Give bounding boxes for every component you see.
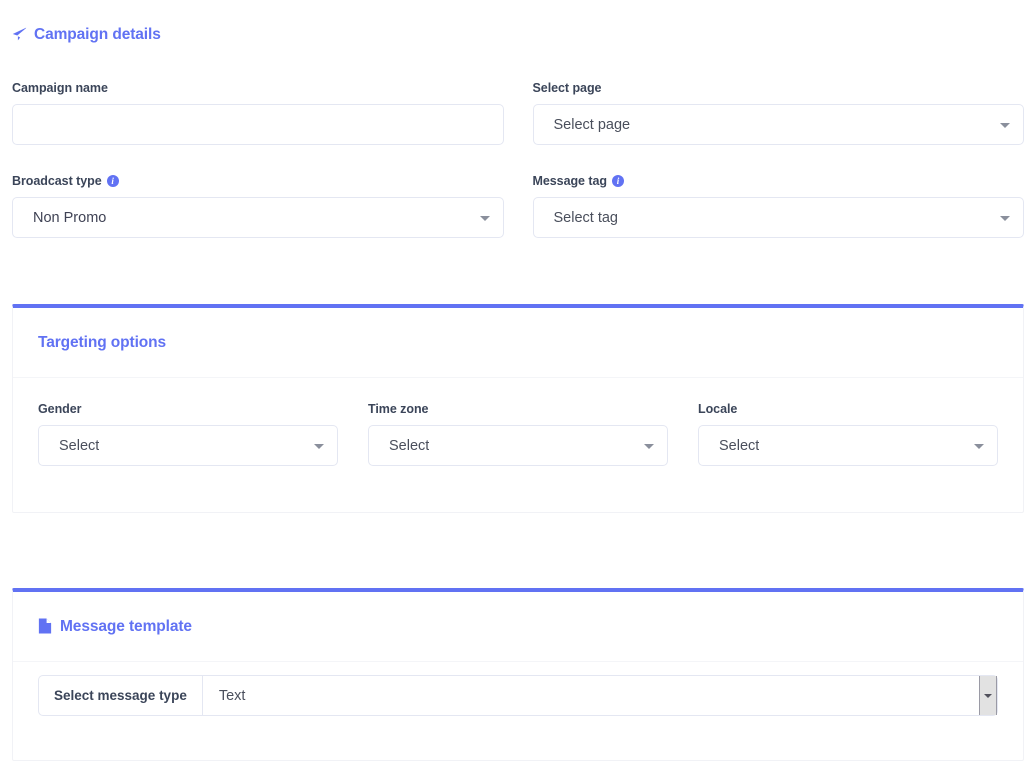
field-message-tag: Message tag i Select tag	[532, 145, 1025, 238]
campaign-name-label: Campaign name	[12, 81, 504, 95]
message-template-title: Message template	[60, 617, 192, 635]
gender-dropdown[interactable]: Select	[38, 425, 338, 466]
locale-dropdown[interactable]: Select	[698, 425, 998, 466]
select-page-dropdown[interactable]: Select page	[532, 104, 1024, 145]
locale-label-text: Locale	[698, 402, 738, 416]
time-zone-dropdown[interactable]: Select	[368, 425, 668, 466]
campaign-name-label-text: Campaign name	[12, 81, 108, 95]
field-time-zone: Time zone Select	[368, 402, 668, 466]
field-campaign-name: Campaign name	[12, 52, 504, 145]
message-tag-dropdown[interactable]: Select tag	[532, 197, 1024, 238]
select-page-label-text: Select page	[532, 81, 602, 95]
message-type-input-group: Select message type Text	[38, 675, 998, 716]
message-template-section: Message template Select message type Tex…	[12, 588, 1024, 761]
message-template-header: Message template	[13, 592, 1023, 662]
info-circle-icon[interactable]: i	[611, 175, 624, 187]
campaign-details-title: Campaign details	[34, 25, 161, 43]
gender-label-text: Gender	[38, 402, 82, 416]
message-tag-label-text: Message tag	[532, 174, 608, 188]
locale-value: Select	[719, 437, 760, 454]
targeting-options-body: Gender Select Time zone Select	[13, 378, 1023, 466]
chevron-down-icon	[644, 443, 654, 449]
broadcast-type-label-text: Broadcast type	[12, 174, 102, 188]
document-icon	[38, 618, 53, 635]
chevron-down-icon	[314, 443, 324, 449]
broadcast-type-value: Non Promo	[33, 209, 107, 226]
send-icon	[12, 27, 27, 42]
field-row-2: Broadcast type i Non Promo Message tag i…	[12, 145, 1024, 238]
message-tag-label: Message tag i	[533, 174, 1025, 188]
field-broadcast-type: Broadcast type i Non Promo	[12, 145, 504, 238]
select-page-label: Select page	[533, 81, 1025, 95]
campaign-name-input[interactable]	[12, 104, 504, 145]
time-zone-value: Select	[389, 437, 430, 454]
gender-value: Select	[59, 437, 100, 454]
campaign-details-header: Campaign details	[0, 0, 1036, 52]
chevron-down-icon	[974, 443, 984, 449]
chevron-down-icon	[479, 215, 490, 221]
targeting-fields-row: Gender Select Time zone Select	[38, 402, 998, 466]
field-gender: Gender Select	[38, 402, 338, 466]
info-circle-icon[interactable]: i	[106, 175, 119, 187]
targeting-options-title: Targeting options	[38, 333, 167, 351]
field-select-page: Select page Select page	[532, 52, 1025, 145]
targeting-options-section: Targeting options Gender Select Time zon…	[12, 304, 1024, 513]
broadcast-type-dropdown[interactable]: Non Promo	[12, 197, 504, 238]
gender-label: Gender	[38, 402, 338, 416]
broadcast-type-label: Broadcast type i	[12, 174, 504, 188]
field-locale: Locale Select	[698, 402, 998, 466]
time-zone-label-text: Time zone	[368, 402, 429, 416]
campaign-details-section: Campaign details Campaign name Select pa…	[0, 0, 1036, 307]
chevron-down-icon	[1000, 122, 1010, 128]
message-type-select-wrap: Text	[201, 675, 998, 716]
message-type-label: Select message type	[38, 675, 202, 716]
select-page-value: Select page	[553, 116, 631, 133]
chevron-down-icon	[1000, 215, 1010, 221]
targeting-options-header: Targeting options	[13, 308, 1023, 378]
message-type-select[interactable]: Text	[201, 675, 998, 716]
message-tag-value: Select tag	[553, 209, 619, 226]
time-zone-label: Time zone	[368, 402, 668, 416]
campaign-details-fields: Campaign name Select page Select page	[0, 52, 1036, 238]
field-row-1: Campaign name Select page Select page	[12, 52, 1024, 145]
locale-label: Locale	[698, 402, 998, 416]
